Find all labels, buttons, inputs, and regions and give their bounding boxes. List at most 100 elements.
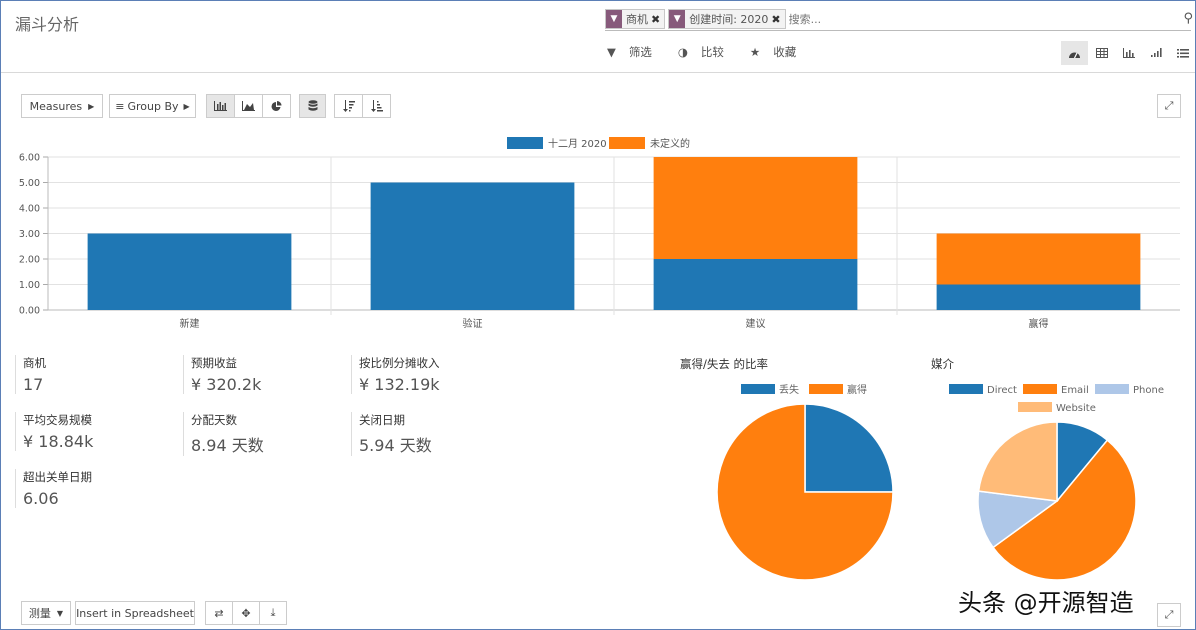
compare-label: 比较 [700,45,724,59]
bar [87,233,292,310]
search-options: ▼ 筛选 ◑ 比较 ★ 收藏 [607,44,822,60]
graph-view-icon[interactable] [1115,41,1142,65]
bar [936,284,1141,310]
sort-ascending-button[interactable] [362,94,391,118]
filter-button[interactable]: ▼ 筛选 [607,44,665,60]
cohort-view-icon[interactable] [1142,41,1169,65]
kpi-value: 6.06 [23,489,59,508]
exchange-icon: ⇄ [214,606,224,620]
dashboard-view-icon[interactable] [1061,41,1088,65]
kpi-label: 按比例分摊收入 [359,356,440,370]
filter-icon: ▼ [606,10,622,28]
measure-dropdown[interactable]: 测量 ▼ [21,601,71,625]
expand-button[interactable]: ⤢ [1157,94,1181,118]
y-tick-label: 0.00 [19,306,40,317]
measures-label: Measures [29,99,83,113]
group-by-button[interactable]: ≡ Group By ▶ [109,94,196,118]
list-view-icon[interactable] [1169,41,1196,65]
x-tick-label: 验证 [463,317,483,330]
y-tick-label: 3.00 [19,229,40,240]
kpi-value: 8.94 天数 [191,436,264,455]
star-icon: ★ [749,45,761,59]
expand-all-button[interactable]: ✥ [232,601,260,625]
bar-chart: 十二月 2020 未定义的 0.00 1.00 2.00 3.00 4.00 5.00 6.00… [19,137,1180,330]
filter-label: 筛选 [628,45,652,59]
favorites-label: 收藏 [773,45,797,59]
bars-icon: ≡ [115,99,125,113]
x-tick-label: 赢得 [1029,317,1049,330]
stacked-button[interactable] [299,94,326,118]
group-by-label: Group By [127,99,179,113]
sort-amount-asc-icon [370,100,383,112]
y-tick-label: 5.00 [19,178,40,189]
insert-spreadsheet-button[interactable]: Insert in Spreadsheet [75,601,195,625]
expand-bottom-button[interactable]: ⤢ [1157,603,1181,627]
bar [370,182,575,310]
kpi-value: ¥ 132.19k [359,375,440,394]
bar [653,157,858,259]
x-tick-label: 建议 [746,317,766,330]
control-panel: 漏斗分析 ▼ 商机 ✖ ▼ 创建时间: 2020 ✖ ⚲ ▼ 筛选 ◑ 比较 ★ 收藏 [1,1,1195,73]
favorites-button[interactable]: ★ 收藏 [750,44,809,60]
kpi-value: 17 [23,375,44,394]
insert-label: Insert in Spreadsheet [76,606,194,620]
expand-icon: ⤢ [1164,99,1174,112]
bar [936,233,1141,285]
kpi-label: 关闭日期 [359,413,405,427]
pie-chart-icon [271,100,282,111]
kpi-value: ¥ 18.84k [23,432,94,451]
filter-icon: ▼ [607,45,616,59]
facet-label: 创建时间: 2020 [689,13,769,26]
watermark: 头条 @开源智造 [958,589,1134,617]
search-facet[interactable]: ▼ 商机 ✖ [605,9,666,29]
database-icon [308,100,317,111]
view-switcher [1061,41,1196,65]
kpi-value: ¥ 320.2k [191,375,262,394]
bar-chart-button[interactable] [206,94,235,118]
legend-swatch [609,137,645,149]
y-tick-label: 6.00 [19,153,40,164]
facet-label: 商机 [626,13,648,26]
line-chart-button[interactable] [234,94,263,118]
compare-button[interactable]: ◑ 比较 [678,44,737,60]
measures-button[interactable]: Measures ▶ [21,94,103,118]
y-tick-label: 4.00 [19,204,40,215]
caret-down-icon: ▼ [56,608,64,618]
kpi-stat: 商机 17 [15,355,175,394]
caret-right-icon: ▶ [88,101,95,111]
download-icon: ⤓ [270,606,276,619]
search-icon[interactable]: ⚲ [1183,11,1193,26]
filter-icon: ▼ [669,10,686,28]
half-circle-icon: ◑ [677,45,688,59]
bar [653,259,858,310]
kpi-stat: 平均交易规模 ¥ 18.84k [15,412,175,451]
remove-facet-icon[interactable]: ✖ [651,12,661,26]
kpi-label: 预期收益 [191,356,237,370]
bar-chart-icon [214,101,227,111]
sort-amount-desc-icon [342,100,355,112]
kpi-stat: 超出关单日期 6.06 [15,469,175,508]
kpi-label: 分配天数 [191,413,237,427]
page-title: 漏斗分析 [15,15,80,34]
kpi-stat: 关闭日期 5.94 天数 [351,412,511,456]
pivot-view-icon[interactable] [1088,41,1115,65]
y-tick-label: 1.00 [19,280,40,291]
search-input[interactable] [788,12,1169,26]
sort-descending-button[interactable] [334,94,363,118]
area-chart-icon [242,101,255,111]
kpi-label: 平均交易规模 [23,413,92,427]
kpi-stat: 按比例分摊收入 ¥ 132.19k [351,355,511,394]
kpi-label: 超出关单日期 [23,470,92,484]
search-bar[interactable]: ▼ 商机 ✖ ▼ 创建时间: 2020 ✖ ⚲ [605,8,1193,31]
measure-label: 测量 [28,607,51,620]
legend-label: 十二月 2020 [548,137,607,150]
kpi-value: 5.94 天数 [359,436,432,455]
flip-axis-button[interactable]: ⇄ [205,601,233,625]
kpi-label: 商机 [23,356,46,370]
remove-facet-icon[interactable]: ✖ [771,12,781,26]
kpi-stat: 预期收益 ¥ 320.2k [183,355,343,394]
pie-title-medium: 媒介 [931,357,954,371]
pie-chart-button[interactable] [262,94,291,118]
search-facet[interactable]: ▼ 创建时间: 2020 ✖ [668,9,786,29]
download-button[interactable]: ⤓ [259,601,287,625]
